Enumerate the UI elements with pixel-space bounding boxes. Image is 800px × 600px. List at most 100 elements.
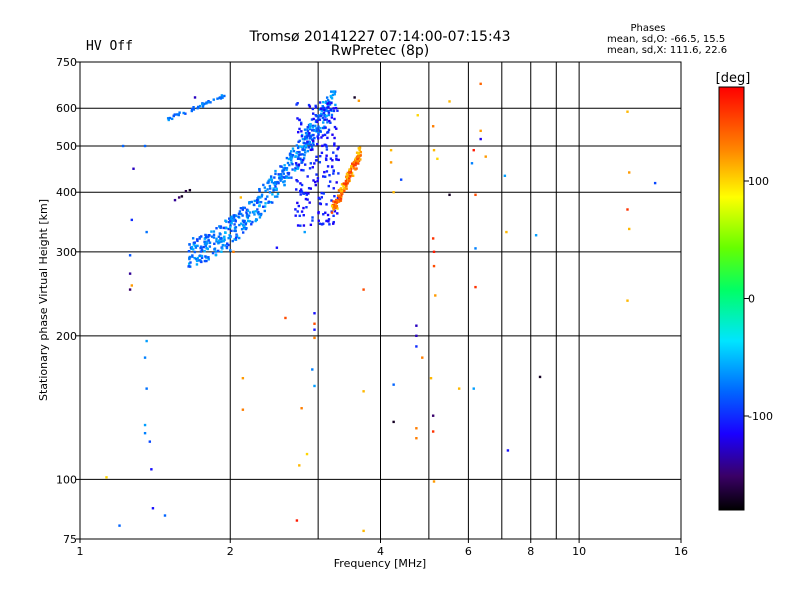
o-core-point: [323, 133, 327, 137]
scatter-point: [415, 427, 418, 430]
o-trace-point: [324, 101, 328, 104]
o-trace-point: [325, 118, 328, 121]
x-trace-point: [334, 202, 337, 205]
o-trace-point: [241, 223, 245, 227]
o-trace-point: [287, 157, 291, 161]
x-trace-point: [348, 171, 351, 175]
o-core-point: [317, 133, 320, 136]
o-trace-point: [204, 235, 208, 239]
x-trace-point: [343, 189, 346, 193]
x-trace-point: [333, 205, 336, 208]
scatter-point: [313, 312, 316, 315]
x-trace-point: [342, 185, 345, 188]
scatter-point: [448, 193, 451, 197]
o-trace-point: [325, 114, 328, 118]
chart-title: Tromsø 20141227 07:14:00-07:15:43: [249, 29, 511, 45]
o-core-point: [305, 193, 308, 196]
o-core-point: [326, 102, 329, 105]
o-trace-point: [263, 205, 267, 208]
o-trace-point: [306, 149, 310, 153]
x-trace-point: [351, 162, 354, 165]
x-trace-point: [337, 200, 340, 203]
o-trace-point: [303, 148, 307, 152]
o-trace-point: [220, 250, 223, 253]
x-trace-point: [335, 205, 338, 208]
o-trace-point: [327, 109, 330, 113]
o-trace-point: [317, 125, 320, 128]
o-trace-point: [207, 239, 210, 242]
o-trace-point: [330, 113, 334, 117]
o-core-point: [324, 157, 328, 160]
o-trace-point: [238, 210, 242, 213]
o-trace-point: [282, 176, 286, 179]
scatter-point: [474, 285, 477, 289]
scatter-point: [128, 272, 132, 275]
o-core-point: [314, 106, 318, 109]
o-trace-point: [272, 181, 276, 185]
o-trace-point: [258, 204, 261, 208]
o-trace-point: [268, 178, 271, 181]
o-trace-point: [228, 236, 232, 239]
o-trace-point: [208, 245, 212, 248]
plot-grid: [79, 62, 682, 539]
o-core-point: [317, 219, 320, 222]
upper-fragment-point: [197, 105, 200, 109]
o-trace-point: [314, 124, 317, 128]
o-core-point: [318, 202, 322, 205]
o-core-point: [328, 180, 332, 183]
x-trace-point: [352, 163, 356, 166]
o-core-point: [333, 195, 336, 198]
o-trace-point: [303, 154, 306, 157]
o-core-point: [325, 170, 329, 173]
o-trace-point: [257, 201, 261, 204]
o-core-point: [323, 108, 326, 112]
o-trace-point: [323, 113, 326, 117]
o-trace-point: [309, 143, 313, 146]
o-trace-point: [230, 215, 234, 219]
upper-fragment-point: [198, 104, 202, 108]
o-trace-point: [302, 148, 305, 151]
o-trace-point: [276, 195, 279, 198]
y-tick-label: 200: [56, 330, 77, 343]
o-core-point: [311, 148, 314, 151]
o-trace-point: [273, 176, 276, 179]
upper-fragment-point: [203, 102, 206, 106]
o-trace-point: [205, 234, 208, 237]
o-trace-point: [203, 249, 206, 253]
o-core-point: [322, 213, 325, 216]
o-core-point: [315, 155, 318, 159]
o-core-point: [320, 136, 323, 139]
o-trace-point: [257, 195, 261, 199]
o-core-point: [333, 142, 336, 145]
o-trace-point: [211, 251, 215, 255]
o-core-point: [298, 189, 302, 193]
o-trace-point: [280, 165, 283, 168]
o-trace-point: [274, 172, 277, 176]
o-trace-point: [267, 179, 270, 183]
o-trace-point: [301, 160, 304, 164]
o-trace-point: [242, 227, 246, 230]
o-trace-point: [307, 142, 311, 146]
o-core-point: [332, 107, 335, 110]
o-core-point: [312, 117, 315, 121]
x-trace-point: [344, 179, 348, 183]
o-trace-point: [264, 197, 267, 201]
o-trace-point: [287, 173, 290, 176]
o-core-point: [335, 181, 338, 184]
o-core-point: [302, 206, 305, 210]
o-trace-point: [264, 189, 267, 193]
y-tick-label: 75: [63, 533, 77, 546]
o-trace-point: [304, 144, 308, 147]
scatter-point: [415, 324, 418, 327]
o-trace-point: [286, 161, 290, 165]
o-core-point: [337, 146, 340, 149]
o-core-point: [297, 130, 300, 134]
x-trace-point: [358, 146, 362, 149]
o-trace-point: [313, 129, 316, 132]
o-trace-point: [292, 149, 296, 153]
o-trace-point: [295, 164, 298, 167]
o-trace-point: [259, 196, 262, 199]
o-trace-point: [210, 235, 214, 238]
scatter-point: [145, 230, 148, 234]
upper-fragment-point: [172, 114, 175, 118]
